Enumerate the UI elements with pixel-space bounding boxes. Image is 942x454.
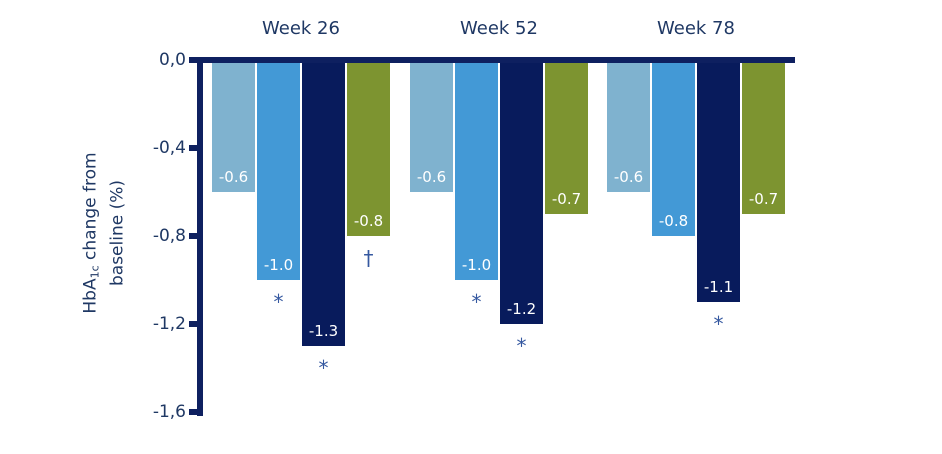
y-tick-label: -0,8 [152, 226, 186, 246]
y-tick-label: -0,4 [152, 138, 186, 158]
bar-medium-blue-series: -0.8 [652, 60, 695, 236]
bar-value-label: -1.1 [703, 278, 734, 296]
bar-light-blue-series: -0.6 [410, 60, 453, 192]
y-tick-mark [189, 57, 197, 63]
bar-dark-navy-series: -1.1 [697, 60, 740, 302]
y-axis-line [197, 57, 203, 416]
group-label-3: Week 78 [657, 18, 735, 39]
significance-marker: * [713, 312, 724, 336]
bar-value-label: -0.6 [218, 168, 249, 186]
y-axis-title-line1: HbA1c change from [80, 152, 102, 314]
y-tick-label: -1,6 [152, 402, 186, 422]
bar-olive-green-series: -0.7 [545, 60, 588, 214]
significance-marker: * [273, 290, 284, 314]
bar-value-label: -1.2 [506, 300, 537, 318]
significance-marker: † [363, 246, 374, 270]
bar-light-blue-series: -0.6 [212, 60, 255, 192]
bar-dark-navy-series: -1.3 [302, 60, 345, 346]
bar-value-label: -0.6 [613, 168, 644, 186]
bar-medium-blue-series: -1.0 [257, 60, 300, 280]
group-label-1: Week 26 [262, 18, 340, 39]
bar-dark-navy-series: -1.2 [500, 60, 543, 324]
group-label-2: Week 52 [460, 18, 538, 39]
bar-value-label: -0.6 [416, 168, 447, 186]
y-tick-mark [189, 409, 197, 415]
bar-value-label: -0.8 [353, 212, 384, 230]
bar-light-blue-series: -0.6 [607, 60, 650, 192]
bar-value-label: -0.8 [658, 212, 689, 230]
zero-baseline [197, 57, 795, 63]
bar-value-label: -1.0 [263, 256, 294, 274]
y-tick-mark [189, 233, 197, 239]
bar-value-label: -1.0 [461, 256, 492, 274]
subscript-1c: 1c [88, 265, 102, 279]
bar-value-label: -1.3 [308, 322, 339, 340]
y-tick-label: -1,2 [152, 314, 186, 334]
significance-marker: * [471, 290, 482, 314]
y-tick-label: 0,0 [158, 50, 186, 70]
significance-marker: * [318, 356, 329, 380]
y-tick-mark [189, 145, 197, 151]
bar-value-label: -0.7 [551, 190, 582, 208]
bar-olive-green-series: -0.8 [347, 60, 390, 236]
bar-medium-blue-series: -1.0 [455, 60, 498, 280]
y-tick-mark [189, 321, 197, 327]
significance-marker: * [516, 334, 527, 358]
bar-value-label: -0.7 [748, 190, 779, 208]
bar-olive-green-series: -0.7 [742, 60, 785, 214]
